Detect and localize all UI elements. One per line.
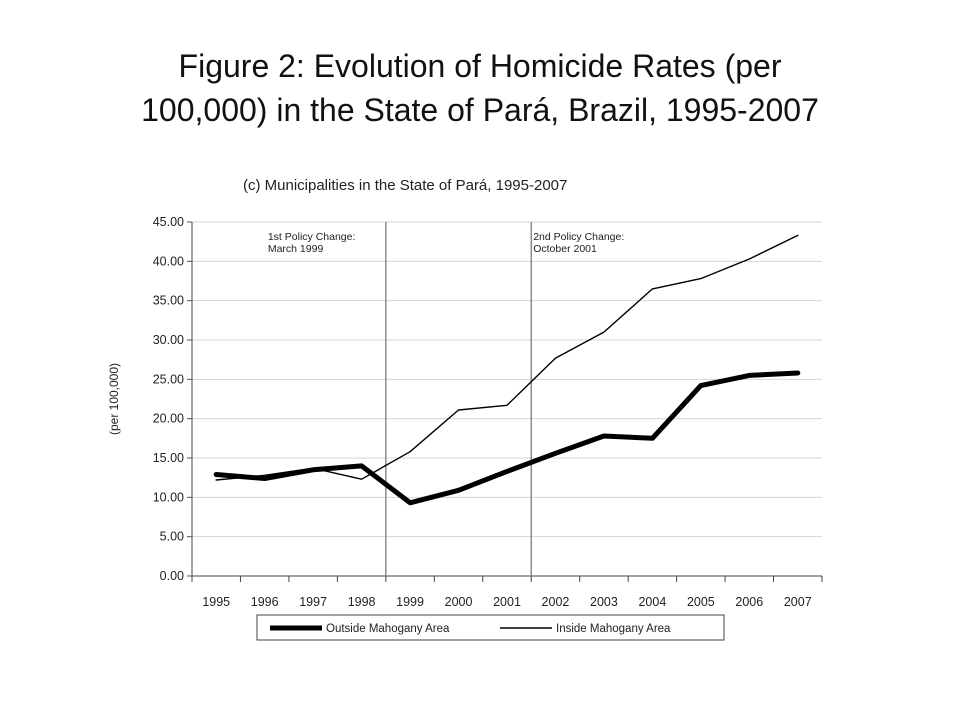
policy-change-annotation: March 1999 (268, 243, 324, 255)
y-tick-label: 30.00 (153, 333, 184, 347)
x-tick-label: 2002 (542, 595, 570, 609)
x-tick-label: 2000 (445, 595, 473, 609)
y-tick-label: 0.00 (160, 569, 184, 583)
policy-change-annotation: October 2001 (533, 243, 597, 255)
y-tick-label: 25.00 (153, 372, 184, 386)
y-tick-label: 45.00 (153, 215, 184, 229)
chart-title: (c) Municipalities in the State of Pará,… (243, 177, 567, 194)
x-tick-label: 2006 (735, 595, 763, 609)
x-tick-label: 2003 (590, 595, 618, 609)
x-tick-label: 2004 (638, 595, 666, 609)
x-tick-label: 2007 (784, 595, 812, 609)
x-tick-label: 1996 (251, 595, 279, 609)
y-tick-label: 15.00 (153, 451, 184, 465)
x-tick-label: 1997 (299, 595, 327, 609)
y-axis-label: (per 100,000) (107, 363, 121, 435)
legend-box (256, 614, 725, 641)
series-line-inside-mahogany (215, 234, 799, 481)
y-tick-label: 20.00 (153, 412, 184, 426)
policy-change-annotation: 1st Policy Change: (268, 231, 356, 243)
slide-title-line-1: Figure 2: Evolution of Homicide Rates (p… (178, 48, 782, 84)
x-tick-label: 1998 (348, 595, 376, 609)
legend-label: Outside Mahogany Area (326, 623, 450, 635)
policy-change-annotation: 2nd Policy Change: (533, 231, 624, 243)
y-tick-label: 10.00 (153, 490, 184, 504)
x-tick-label: 1999 (396, 595, 424, 609)
x-tick-label: 2005 (687, 595, 715, 609)
slide-title: Figure 2: Evolution of Homicide Rates (p… (60, 44, 900, 132)
slide-title-line-2: 100,000) in the State of Pará, Brazil, 1… (141, 92, 819, 128)
y-tick-label: 5.00 (160, 530, 184, 544)
y-tick-label: 35.00 (153, 294, 184, 308)
y-tick-label: 40.00 (153, 254, 184, 268)
series-line-outside-mahogany (213, 370, 801, 506)
x-tick-label: 2001 (493, 595, 521, 609)
x-tick-label: 1995 (202, 595, 230, 609)
legend-label: Inside Mahogany Area (556, 623, 671, 635)
